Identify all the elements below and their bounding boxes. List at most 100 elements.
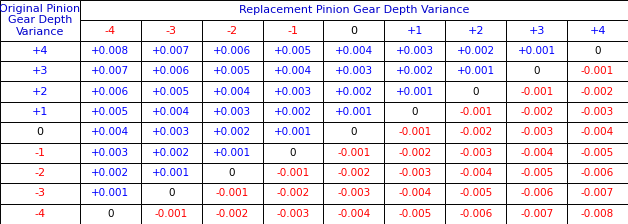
Bar xyxy=(384,61,445,82)
Text: +0.006: +0.006 xyxy=(152,66,190,76)
Bar xyxy=(445,61,506,82)
Bar xyxy=(506,20,567,41)
Text: -0.001: -0.001 xyxy=(154,209,188,219)
Bar xyxy=(384,20,445,41)
Bar xyxy=(202,102,263,122)
Text: -0.001: -0.001 xyxy=(398,127,431,137)
Bar xyxy=(263,142,323,163)
Bar xyxy=(141,163,202,183)
Text: +0.002: +0.002 xyxy=(152,148,190,158)
Bar xyxy=(323,102,384,122)
Text: +0.001: +0.001 xyxy=(517,46,556,56)
Bar xyxy=(445,102,506,122)
Bar xyxy=(567,20,628,41)
Bar xyxy=(445,183,506,204)
Text: -0.004: -0.004 xyxy=(520,148,553,158)
Bar xyxy=(263,20,323,41)
Bar xyxy=(384,204,445,224)
Bar xyxy=(323,122,384,142)
Text: +4: +4 xyxy=(589,26,606,36)
Text: +0.007: +0.007 xyxy=(152,46,190,56)
Bar xyxy=(263,102,323,122)
Text: +4: +4 xyxy=(31,46,48,56)
Text: +2: +2 xyxy=(467,26,484,36)
Text: -0.002: -0.002 xyxy=(581,87,614,97)
Text: +0.006: +0.006 xyxy=(91,87,129,97)
Text: +0.008: +0.008 xyxy=(91,46,129,56)
Text: +0.004: +0.004 xyxy=(213,87,251,97)
Bar xyxy=(141,142,202,163)
Bar xyxy=(567,102,628,122)
Text: +0.005: +0.005 xyxy=(91,107,129,117)
Bar xyxy=(0,183,80,204)
Bar xyxy=(0,102,80,122)
Bar xyxy=(384,183,445,204)
Bar xyxy=(323,163,384,183)
Bar xyxy=(80,204,141,224)
Bar xyxy=(141,183,202,204)
Bar xyxy=(506,163,567,183)
Text: +0.001: +0.001 xyxy=(91,188,129,198)
Text: 0: 0 xyxy=(168,188,175,198)
Bar xyxy=(202,82,263,102)
Text: 0: 0 xyxy=(411,107,418,117)
Text: -0.004: -0.004 xyxy=(581,127,614,137)
Bar xyxy=(445,20,506,41)
Text: -0.004: -0.004 xyxy=(459,168,492,178)
Text: +0.001: +0.001 xyxy=(152,168,190,178)
Text: -0.003: -0.003 xyxy=(337,188,371,198)
Bar xyxy=(141,82,202,102)
Text: +1: +1 xyxy=(31,107,48,117)
Bar xyxy=(445,122,506,142)
Text: -1: -1 xyxy=(288,26,298,36)
Bar xyxy=(202,41,263,61)
Bar xyxy=(263,41,323,61)
Bar xyxy=(384,163,445,183)
Bar xyxy=(263,163,323,183)
Text: +0.003: +0.003 xyxy=(91,148,129,158)
Bar xyxy=(323,82,384,102)
Text: +0.002: +0.002 xyxy=(396,66,434,76)
Text: +0.003: +0.003 xyxy=(335,66,373,76)
Text: +0.003: +0.003 xyxy=(152,127,190,137)
Text: -0.005: -0.005 xyxy=(520,168,553,178)
Text: -0.001: -0.001 xyxy=(459,107,492,117)
Text: -0.005: -0.005 xyxy=(398,209,431,219)
Text: -0.003: -0.003 xyxy=(276,209,310,219)
Text: +0.004: +0.004 xyxy=(91,127,129,137)
Text: +0.006: +0.006 xyxy=(213,46,251,56)
Bar xyxy=(445,163,506,183)
Text: +0.002: +0.002 xyxy=(213,127,251,137)
Text: +0.001: +0.001 xyxy=(457,66,495,76)
Text: -2: -2 xyxy=(227,26,237,36)
Bar xyxy=(80,20,141,41)
Bar xyxy=(506,102,567,122)
Bar xyxy=(567,82,628,102)
Text: 0: 0 xyxy=(229,168,236,178)
Text: +1: +1 xyxy=(406,26,423,36)
Text: -0.001: -0.001 xyxy=(337,148,371,158)
Text: 0: 0 xyxy=(290,148,296,158)
Text: -0.002: -0.002 xyxy=(398,148,431,158)
Text: -3: -3 xyxy=(166,26,176,36)
Bar xyxy=(263,204,323,224)
Text: +0.002: +0.002 xyxy=(335,87,373,97)
Bar xyxy=(80,122,141,142)
Text: +0.005: +0.005 xyxy=(274,46,312,56)
Bar xyxy=(80,142,141,163)
Text: -3: -3 xyxy=(35,188,45,198)
Bar xyxy=(202,142,263,163)
Text: -0.003: -0.003 xyxy=(398,168,431,178)
Bar xyxy=(323,204,384,224)
Text: +0.004: +0.004 xyxy=(274,66,312,76)
Text: 0: 0 xyxy=(350,127,357,137)
Bar xyxy=(0,142,80,163)
Text: -0.003: -0.003 xyxy=(581,107,614,117)
Text: Original Pinion
Gear Depth
Variance: Original Pinion Gear Depth Variance xyxy=(0,4,80,37)
Bar xyxy=(445,82,506,102)
Bar xyxy=(263,61,323,82)
Bar xyxy=(0,0,80,41)
Bar xyxy=(202,122,263,142)
Text: -0.006: -0.006 xyxy=(459,209,492,219)
Text: -0.001: -0.001 xyxy=(215,188,249,198)
